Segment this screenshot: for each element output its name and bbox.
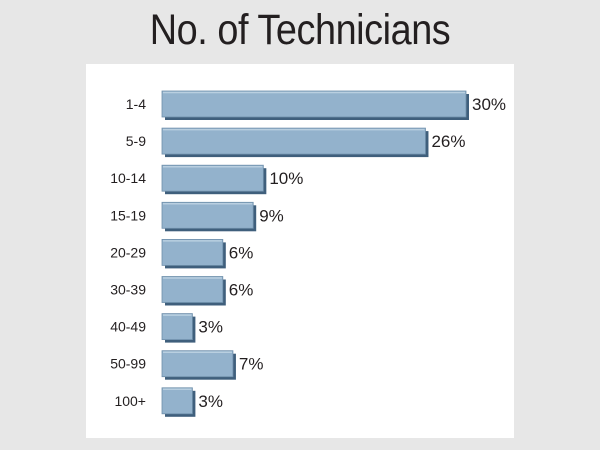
category-label: 10-14 — [110, 170, 146, 186]
value-label: 3% — [198, 392, 223, 411]
bar — [161, 276, 224, 303]
value-label: 3% — [198, 318, 223, 337]
bar-group: 30-39 6% — [110, 276, 254, 306]
category-label: 5-9 — [126, 133, 146, 149]
chart-panel — [86, 64, 514, 438]
bar-group: 20-29 6% — [110, 238, 254, 269]
bar-group: 5-9 26% — [126, 127, 465, 158]
value-label: 9% — [259, 206, 284, 225]
bar — [161, 313, 193, 341]
bar — [161, 350, 234, 378]
value-label: 6% — [229, 281, 254, 300]
bar-group: 1-4 30% — [126, 90, 506, 120]
bar-group: 50-99 7% — [110, 350, 264, 380]
bar — [161, 201, 254, 229]
bar-group: 10-14 10% — [110, 164, 303, 195]
chart-title: No. of Technicians — [149, 6, 451, 54]
value-label: 10% — [269, 169, 303, 188]
value-label: 26% — [431, 132, 465, 151]
value-label: 30% — [472, 95, 506, 114]
bar-group: 100+ 3% — [114, 387, 223, 417]
category-label: 100+ — [114, 393, 146, 409]
category-label: 30-39 — [110, 282, 146, 298]
bar-group: 15-19 9% — [110, 201, 284, 232]
value-label: 6% — [229, 243, 254, 262]
category-label: 50-99 — [110, 356, 146, 372]
bar — [161, 90, 467, 118]
bar — [161, 238, 224, 266]
value-label: 7% — [239, 355, 264, 374]
bar — [161, 127, 426, 155]
category-label: 20-29 — [110, 244, 146, 260]
category-label: 1-4 — [126, 96, 146, 112]
category-label: 40-49 — [110, 319, 146, 335]
bar — [161, 387, 193, 415]
bar — [161, 164, 264, 192]
category-label: 15-19 — [110, 207, 146, 223]
bar-group: 40-49 3% — [110, 313, 223, 343]
